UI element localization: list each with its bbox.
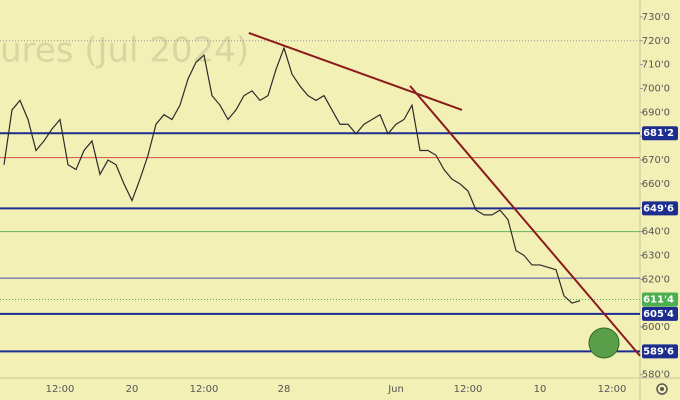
level-label-box xyxy=(642,292,678,307)
y-tick-label: 670'0 xyxy=(642,155,670,166)
level-label-box xyxy=(642,201,678,216)
y-tick-label: 630'0 xyxy=(642,250,670,261)
y-tick-label: 600'0 xyxy=(642,322,670,333)
x-tick-label: 12:00 xyxy=(46,384,75,395)
gear[interactable] xyxy=(656,383,668,395)
x-tick-label: 28 xyxy=(278,384,291,395)
x-tick-label: 12:00 xyxy=(454,384,483,395)
y-tick-label: 730'0 xyxy=(642,12,670,23)
x-tick-label: 20 xyxy=(126,384,139,395)
y-tick-label: 700'0 xyxy=(642,83,670,94)
level-label: 611'4 xyxy=(643,295,674,306)
y-tick-label: 660'0 xyxy=(642,179,670,190)
y-tick-label: 620'0 xyxy=(642,274,670,285)
trendline xyxy=(409,85,641,357)
x-tick-label: 12:00 xyxy=(190,384,219,395)
level-label-box xyxy=(642,306,678,321)
price-line xyxy=(3,46,581,304)
y-tick-label: 690'0 xyxy=(642,107,670,118)
trendline xyxy=(248,31,463,111)
watermark: ures (Jul 2024) xyxy=(0,31,249,71)
level-label: 589'6 xyxy=(643,346,674,357)
x-tick-label: 12:00 xyxy=(598,384,627,395)
x-tick-label: 10 xyxy=(534,384,547,395)
y-tick-label: 640'0 xyxy=(642,227,670,238)
gear-center[interactable] xyxy=(660,387,664,391)
x-tick-label: Jun xyxy=(387,384,404,395)
settings-icon[interactable] xyxy=(656,383,668,395)
y-tick-label: 710'0 xyxy=(642,60,670,71)
y-tick-label: 720'0 xyxy=(642,36,670,47)
level-label: 681'2 xyxy=(643,128,674,139)
level-label: 605'4 xyxy=(643,309,674,320)
target-marker xyxy=(588,327,620,359)
level-label-box xyxy=(642,126,678,141)
y-tick-label: 580'0 xyxy=(642,370,670,381)
level-label: 649'6 xyxy=(643,203,674,214)
level-label-box xyxy=(642,344,678,359)
